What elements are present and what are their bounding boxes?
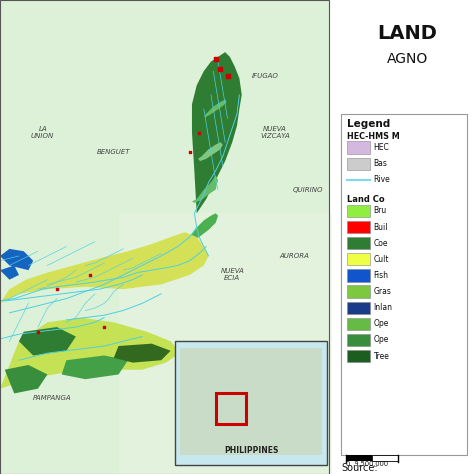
- Text: Source:: Source:: [341, 463, 378, 474]
- Bar: [0, 0, 329, 474]
- Text: Tree: Tree: [374, 352, 389, 361]
- Bar: [118, 213, 332, 474]
- Polygon shape: [198, 142, 223, 161]
- Bar: [216, 393, 246, 424]
- Text: HEC-HMS M: HEC-HMS M: [347, 132, 400, 141]
- Bar: [346, 455, 372, 461]
- Text: Legend: Legend: [347, 119, 390, 129]
- Point: [34, 328, 42, 336]
- Polygon shape: [62, 356, 128, 379]
- Polygon shape: [192, 175, 218, 203]
- Text: Coe: Coe: [374, 239, 388, 248]
- Text: Land Co: Land Co: [347, 195, 384, 204]
- Text: Fish: Fish: [374, 271, 389, 280]
- Text: Buil: Buil: [374, 223, 388, 232]
- Text: 0  9,500,000: 0 9,500,000: [346, 461, 388, 466]
- Bar: [347, 334, 370, 346]
- Text: AURORA: AURORA: [279, 253, 309, 259]
- Bar: [347, 141, 370, 154]
- Text: Cult: Cult: [374, 255, 389, 264]
- Bar: [372, 455, 398, 461]
- Bar: [341, 114, 467, 455]
- Text: Ope: Ope: [374, 319, 389, 328]
- Polygon shape: [19, 327, 76, 356]
- Point: [212, 55, 219, 63]
- Text: Bru: Bru: [374, 207, 387, 216]
- Text: NUEVA
VIZCAYA: NUEVA VIZCAYA: [260, 126, 290, 139]
- Text: AGNO: AGNO: [387, 52, 428, 66]
- Bar: [347, 285, 370, 298]
- Bar: [180, 348, 322, 455]
- Polygon shape: [192, 52, 242, 213]
- Point: [195, 129, 203, 137]
- Text: Rive: Rive: [374, 175, 390, 184]
- Point: [100, 323, 108, 331]
- Bar: [347, 318, 370, 330]
- Text: Bas: Bas: [374, 159, 387, 168]
- Bar: [175, 341, 327, 465]
- Point: [224, 72, 231, 80]
- Text: HEC: HEC: [374, 143, 389, 152]
- Polygon shape: [0, 318, 180, 389]
- Bar: [347, 253, 370, 265]
- Text: PHILIPPINES: PHILIPPINES: [224, 446, 278, 455]
- Bar: [0, 0, 329, 474]
- Text: LAND: LAND: [378, 24, 438, 43]
- Text: Inlan: Inlan: [374, 303, 392, 312]
- Text: Ope: Ope: [374, 336, 389, 345]
- Polygon shape: [5, 365, 47, 393]
- Bar: [347, 350, 370, 362]
- Polygon shape: [0, 265, 19, 280]
- Point: [53, 285, 61, 293]
- Text: BENGUET: BENGUET: [97, 149, 130, 155]
- Point: [217, 65, 224, 73]
- Text: Gras: Gras: [374, 287, 392, 296]
- Text: IFUGAO: IFUGAO: [252, 73, 279, 79]
- Polygon shape: [114, 344, 171, 363]
- Point: [86, 271, 94, 279]
- Bar: [347, 157, 370, 170]
- Point: [186, 148, 193, 155]
- Text: NUEVA
ECIA: NUEVA ECIA: [220, 268, 244, 282]
- Bar: [347, 237, 370, 249]
- Polygon shape: [171, 213, 218, 249]
- Bar: [347, 205, 370, 217]
- Bar: [347, 269, 370, 282]
- Text: LA
UNION: LA UNION: [31, 126, 55, 139]
- Text: PAMPANGA: PAMPANGA: [33, 395, 72, 401]
- Polygon shape: [0, 249, 33, 270]
- Polygon shape: [205, 100, 227, 118]
- Bar: [347, 301, 370, 314]
- Bar: [347, 221, 370, 233]
- Polygon shape: [0, 232, 209, 303]
- Text: QUIRINO: QUIRINO: [293, 187, 323, 192]
- Bar: [0, 0, 329, 474]
